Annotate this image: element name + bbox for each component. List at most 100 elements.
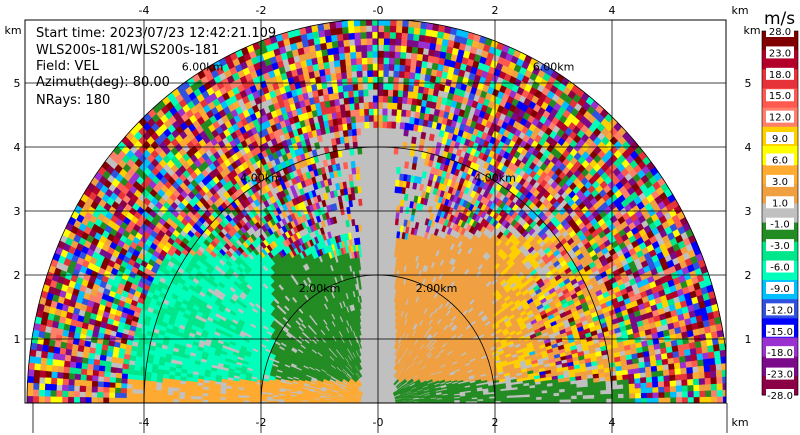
velocity-cell	[558, 395, 566, 400]
velocity-cell	[358, 95, 364, 104]
velocity-cell	[348, 96, 355, 105]
velocity-cell	[360, 44, 368, 52]
velocity-cell	[411, 136, 417, 145]
velocity-cell	[402, 90, 409, 98]
velocity-cell	[339, 65, 347, 73]
velocity-cell	[674, 373, 682, 381]
velocity-cell	[363, 102, 369, 110]
velocity-cell	[424, 35, 432, 43]
velocity-cell	[663, 374, 671, 382]
velocity-cell	[383, 25, 391, 33]
velocity-cell	[382, 121, 388, 129]
velocity-cell	[354, 32, 361, 40]
velocity-cell	[558, 392, 566, 397]
velocity-cell	[372, 50, 379, 58]
velocity-cell	[353, 96, 360, 104]
velocity-cell	[400, 109, 407, 117]
velocity-cell	[377, 82, 384, 90]
velocity-cell	[488, 393, 496, 397]
velocity-cell	[372, 82, 379, 90]
velocity-cell	[362, 89, 369, 97]
velocity-cell	[398, 64, 406, 72]
velocity-cell	[388, 50, 396, 59]
velocity-cell	[488, 398, 496, 402]
velocity-cell	[421, 54, 429, 62]
velocity-cell	[500, 397, 507, 401]
velocity-cell	[410, 52, 418, 61]
velocity-cell	[662, 369, 670, 376]
velocity-cell	[389, 25, 397, 33]
velocity-cell	[350, 57, 357, 66]
velocity-cell	[633, 372, 641, 379]
velocity-cell	[377, 31, 385, 39]
velocity-cell	[708, 357, 716, 366]
velocity-cell	[576, 398, 584, 403]
velocity-cell	[394, 44, 402, 53]
velocity-cell	[505, 389, 513, 394]
velocity-cell	[413, 27, 421, 35]
velocity-cell	[403, 77, 410, 86]
velocity-cell	[412, 33, 420, 42]
velocity-cell	[623, 388, 630, 394]
velocity-cell	[685, 360, 693, 368]
velocity-cell	[349, 45, 356, 53]
velocity-cell	[644, 366, 652, 373]
velocity-cell	[360, 50, 368, 59]
velocity-cell	[382, 95, 389, 103]
velocity-cell	[529, 387, 536, 392]
velocity-cell	[623, 393, 630, 399]
velocity-cell	[396, 231, 401, 239]
velocity-cell	[651, 375, 659, 383]
velocity-cell	[373, 121, 379, 129]
velocity-cell	[657, 375, 665, 382]
velocity-cell	[383, 44, 390, 52]
velocity-cell	[704, 377, 712, 385]
velocity-cell	[399, 122, 406, 130]
velocity-cell	[600, 398, 607, 403]
velocity-cell	[594, 394, 601, 400]
velocity-cell	[628, 383, 636, 389]
velocity-cell	[529, 393, 537, 398]
velocity-cell	[712, 343, 721, 352]
velocity-cell	[721, 369, 726, 377]
velocity-cell	[471, 398, 478, 402]
velocity-cell	[640, 392, 648, 399]
velocity-cell	[350, 122, 357, 130]
velocity-cell	[336, 78, 343, 87]
velocity-cell	[404, 64, 411, 73]
velocity-cell	[692, 372, 700, 380]
velocity-cell	[354, 44, 362, 53]
velocity-cell	[363, 108, 370, 116]
velocity-cell	[390, 121, 397, 129]
velocity-cell	[655, 353, 663, 361]
velocity-cell	[582, 390, 589, 396]
velocity-cell	[704, 383, 712, 391]
velocity-cell	[534, 384, 542, 389]
velocity-cell	[417, 40, 425, 49]
velocity-cell	[399, 51, 407, 59]
velocity-cell	[364, 121, 370, 129]
velocity-cell	[368, 108, 374, 116]
velocity-cell	[646, 381, 653, 388]
velocity-cell	[634, 377, 641, 384]
velocity-cell	[371, 25, 379, 33]
velocity-cell	[408, 71, 416, 80]
velocity-cell	[401, 32, 408, 40]
velocity-cell	[693, 396, 701, 403]
velocity-cell	[669, 379, 677, 387]
velocity-cell	[354, 38, 362, 46]
velocity-cell	[693, 390, 700, 398]
velocity-cell	[367, 82, 374, 90]
velocity-cell	[622, 383, 630, 390]
velocity-cell	[334, 130, 340, 139]
velocity-cell	[344, 109, 351, 118]
velocity-cell	[645, 371, 653, 378]
velocity-cell	[330, 138, 337, 146]
velocity-cell	[323, 28, 332, 37]
velocity-cell	[351, 167, 357, 175]
velocity-cell	[353, 25, 361, 33]
velocity-cell	[646, 387, 654, 393]
velocity-cell	[372, 44, 379, 52]
velocity-cell	[664, 397, 671, 403]
velocity-cell	[412, 85, 419, 93]
